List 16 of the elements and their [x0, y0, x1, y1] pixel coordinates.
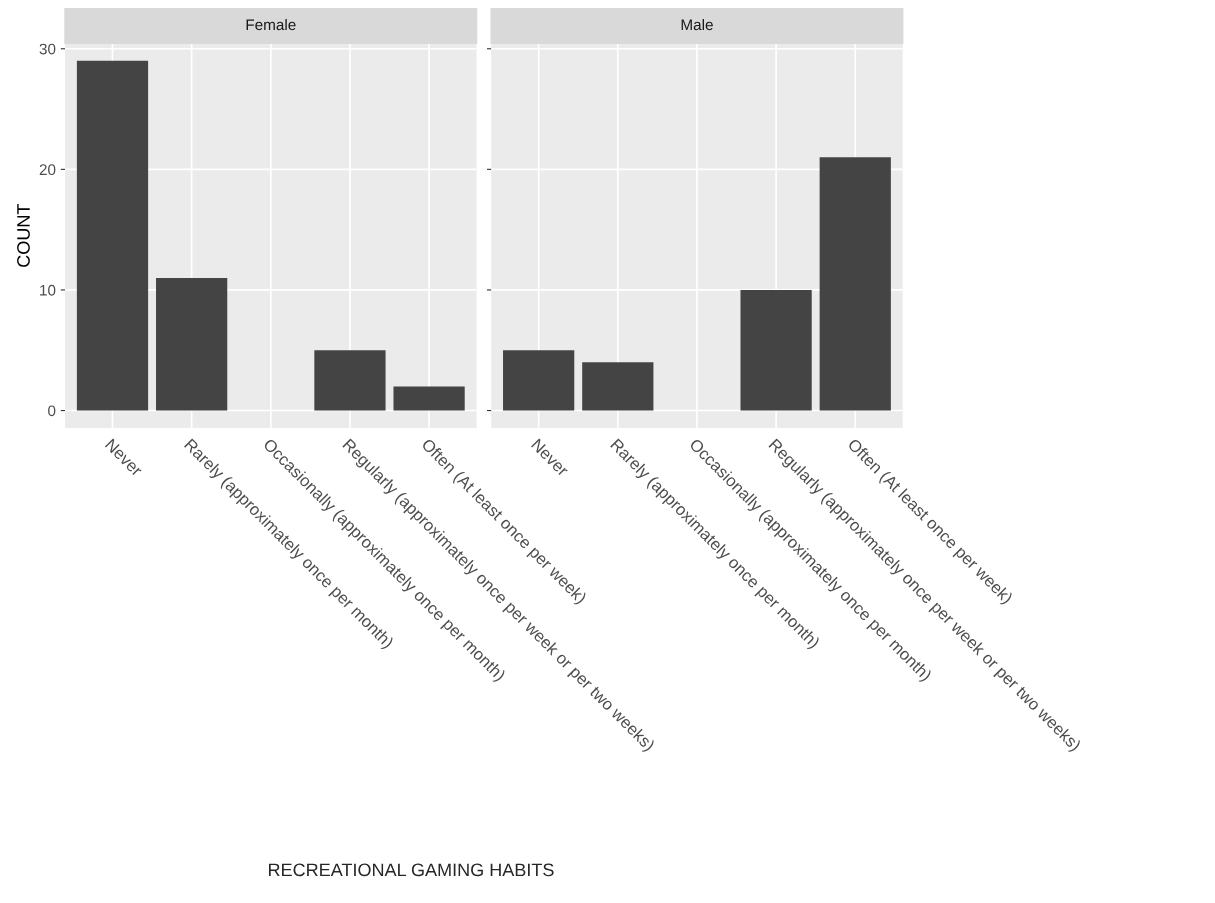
y-tick-label: 10 — [40, 284, 56, 296]
bar — [156, 277, 228, 411]
y-tick-label: 0 — [48, 405, 56, 417]
bar — [314, 350, 386, 411]
bar — [819, 157, 891, 411]
x-axis-title: RECREATIONAL GAMING HABITS — [268, 863, 554, 877]
chart-title: Male — [681, 18, 713, 31]
y-tick-label: 30 — [39, 43, 56, 55]
y-tick-label: 20 — [39, 164, 56, 176]
bar — [740, 289, 812, 411]
bar — [76, 60, 149, 411]
bar — [503, 350, 575, 411]
bar — [393, 386, 465, 411]
chart-title: Female — [246, 18, 296, 31]
y-axis-title: COUNT — [17, 204, 30, 267]
bar — [582, 362, 654, 411]
